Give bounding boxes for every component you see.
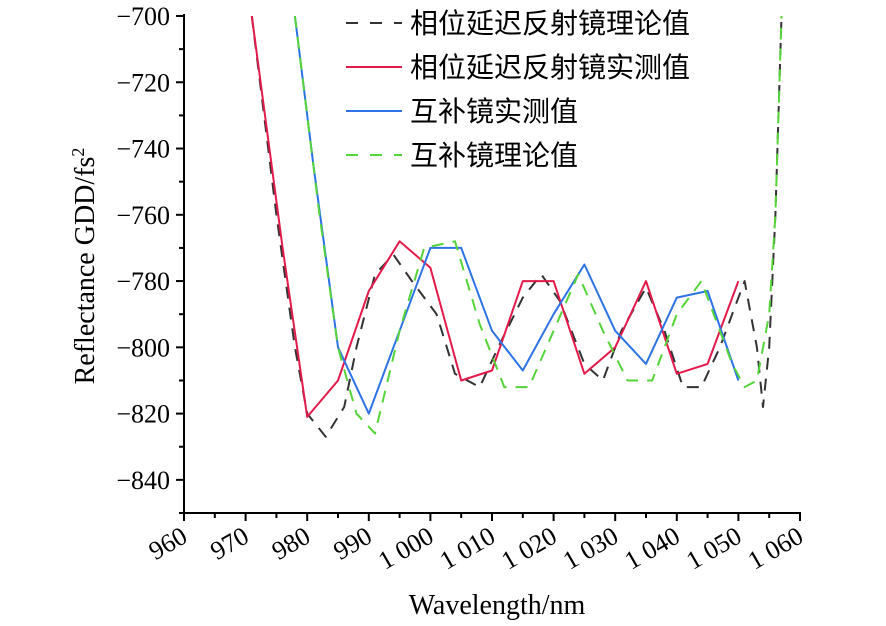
x-tick-label: 970 <box>205 521 253 566</box>
y-tick-label: −740 <box>116 135 170 164</box>
x-tick-label: 1 040 <box>620 521 685 575</box>
y-tick-label: −780 <box>116 267 170 296</box>
legend-label-2: 相位延迟反射镜实测值 <box>410 51 690 84</box>
y-axis-title-sup: 2 <box>68 148 88 157</box>
y-tick-label: −720 <box>116 68 170 97</box>
y-tick-label: −840 <box>116 466 170 495</box>
y-axis-title: Reflectance GDD/fs2 <box>68 148 101 385</box>
x-tick-label: 1 000 <box>373 521 438 575</box>
y-ticks: −700 −720 −740 −760 −780 −800 −820 −840 <box>116 2 184 514</box>
x-tick-label: 980 <box>267 521 315 566</box>
x-axis-title: Wavelength/nm <box>409 590 586 621</box>
y-axis-title-main: Reflectance GDD/fs <box>70 157 101 385</box>
x-tick-label: 1 030 <box>558 521 623 575</box>
x-tick-label: 1 060 <box>743 521 808 575</box>
x-tick-label: 1 020 <box>496 521 561 575</box>
y-tick-label: −760 <box>116 201 170 230</box>
x-tick-label: 990 <box>329 521 377 566</box>
series-layer <box>250 16 783 438</box>
series-line-3 <box>293 16 740 415</box>
legend-label-4: 互补镜理论值 <box>410 139 578 172</box>
legend-label-1: 相位延迟反射镜理论值 <box>410 7 690 40</box>
axes-layer <box>183 14 801 514</box>
y-tick-label: −700 <box>116 2 170 31</box>
x-tick-label: 1 010 <box>435 521 500 575</box>
series-line-4 <box>293 16 783 435</box>
y-tick-label: −800 <box>116 333 170 362</box>
series-line-2 <box>250 16 740 418</box>
x-tick-label: 960 <box>144 521 192 566</box>
legend-label-3: 互补镜实测值 <box>410 95 578 128</box>
x-tick-label: 1 050 <box>681 521 746 575</box>
y-tick-label: −820 <box>116 400 170 429</box>
